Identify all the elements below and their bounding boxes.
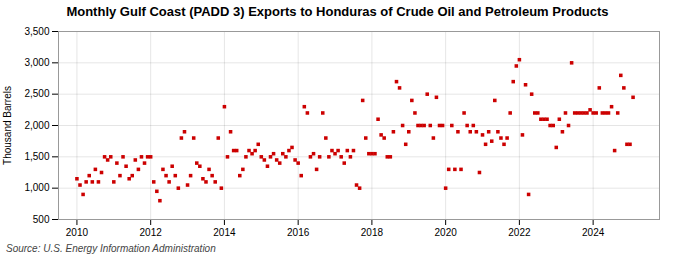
svg-text:3,000: 3,000	[24, 57, 49, 68]
svg-text:Thousand Barrels: Thousand Barrels	[2, 86, 13, 165]
svg-text:500: 500	[33, 214, 50, 225]
svg-text:2014: 2014	[213, 227, 236, 238]
svg-text:2010: 2010	[66, 227, 89, 238]
svg-text:2024: 2024	[582, 227, 605, 238]
svg-text:2018: 2018	[361, 227, 384, 238]
svg-text:3,500: 3,500	[24, 26, 49, 37]
svg-text:2012: 2012	[140, 227, 163, 238]
html-text:Source: U.S. Energy Informatio: Source: U.S. Energy Information Administ…	[6, 243, 216, 254]
svg-text:2016: 2016	[287, 227, 310, 238]
svg-text:1,000: 1,000	[24, 182, 49, 193]
html-text:Monthly Gulf Coast (PADD 3) Ex: Monthly Gulf Coast (PADD 3) Exports to H…	[66, 4, 609, 19]
svg-text:2020: 2020	[435, 227, 458, 238]
svg-text:2022: 2022	[508, 227, 531, 238]
svg-text:1,500: 1,500	[24, 151, 49, 162]
svg-text:2,500: 2,500	[24, 88, 49, 99]
svg-text:2,000: 2,000	[24, 120, 49, 131]
